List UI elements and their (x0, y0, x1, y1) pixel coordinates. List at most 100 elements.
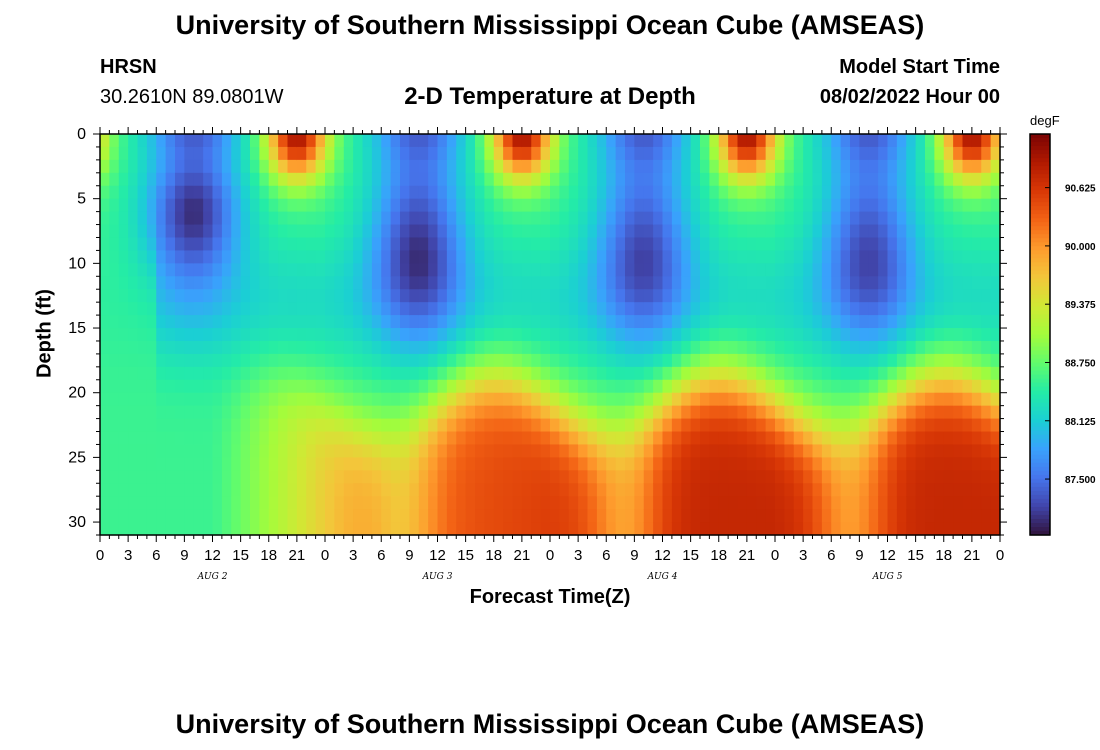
heatmap-cell (756, 444, 767, 458)
heatmap-cell (353, 470, 364, 484)
heatmap-cell (165, 340, 176, 355)
heatmap-cell (765, 457, 776, 471)
heatmap-cell (587, 457, 598, 471)
heatmap-cell (109, 353, 120, 368)
heatmap-cell (671, 134, 682, 148)
heatmap-cell (381, 444, 392, 458)
heatmap-cell (184, 263, 195, 277)
heatmap-cell (625, 250, 635, 264)
heatmap-cell (587, 224, 598, 239)
heatmap-cell (390, 431, 401, 446)
heatmap-cell (268, 276, 279, 290)
heatmap-cell (278, 250, 289, 264)
heatmap-cell (756, 509, 767, 523)
heatmap-cell (268, 457, 279, 471)
heatmap-cell (128, 263, 139, 277)
heatmap-cell (296, 353, 307, 368)
heatmap-cell (878, 457, 889, 471)
heatmap-cell (400, 146, 410, 161)
heatmap-cell (850, 237, 860, 252)
heatmap-cell (296, 211, 307, 226)
heatmap-cell (193, 353, 204, 368)
heatmap-cell (821, 146, 832, 161)
heatmap-cell (100, 522, 110, 536)
heatmap-cell (718, 470, 729, 484)
heatmap-cell (475, 431, 485, 446)
heatmap-cell (615, 315, 626, 329)
heatmap-cell (231, 315, 242, 329)
heatmap-cell (465, 340, 476, 355)
heatmap-cell (175, 263, 185, 277)
heatmap-cell (306, 470, 317, 484)
heatmap-cell (128, 340, 139, 355)
heatmap-cell (203, 276, 214, 290)
heatmap-cell (709, 289, 720, 303)
heatmap-cell (718, 522, 729, 536)
heatmap-cell (512, 522, 523, 536)
heatmap-cell (362, 366, 373, 381)
heatmap-cell (934, 340, 945, 355)
heatmap-cell (343, 172, 354, 187)
heatmap-cell (118, 483, 129, 497)
heatmap-cell (400, 496, 410, 510)
heatmap-cell (409, 263, 420, 277)
heatmap-cell (400, 444, 410, 458)
heatmap-cell (681, 302, 692, 316)
heatmap-cell (381, 366, 392, 381)
heatmap-cell (793, 457, 804, 471)
heatmap-cell (709, 237, 720, 252)
heatmap-cell (746, 366, 757, 381)
heatmap-cell (193, 509, 204, 523)
heatmap-cell (390, 302, 401, 316)
heatmap-cell (362, 159, 373, 174)
heatmap-cell (259, 366, 270, 381)
heatmap-cell (662, 405, 673, 420)
heatmap-cell (250, 366, 260, 381)
colorbar-swatch (1030, 194, 1050, 199)
heatmap-cell (550, 185, 560, 200)
heatmap-cell (521, 146, 532, 161)
heatmap-cell (175, 211, 185, 226)
heatmap-cell (643, 185, 654, 200)
heatmap-cell (100, 340, 110, 355)
y-tick-label: 10 (68, 255, 86, 272)
heatmap-cell (625, 470, 635, 484)
heatmap-cell (446, 134, 457, 148)
heatmap-cell (606, 224, 617, 239)
heatmap-cell (728, 250, 739, 264)
heatmap-cell (793, 509, 804, 523)
heatmap-cell (718, 134, 729, 148)
heatmap-cell (231, 289, 242, 303)
heatmap-cell (221, 431, 232, 446)
heatmap-cell (934, 483, 945, 497)
heatmap-cell (971, 457, 982, 471)
heatmap-cell (418, 496, 429, 510)
heatmap-cell (100, 172, 110, 187)
heatmap-cell (353, 172, 364, 187)
heatmap-cell (250, 134, 260, 148)
heatmap-cell (315, 328, 326, 342)
heatmap-cell (128, 134, 139, 148)
heatmap-cell (231, 509, 242, 523)
heatmap-cell (343, 483, 354, 497)
x-tick-label: 9 (180, 547, 188, 564)
heatmap-cell (925, 185, 935, 200)
heatmap-cell (184, 185, 195, 200)
heatmap-cell (446, 289, 457, 303)
heatmap-cell (850, 146, 860, 161)
heatmap-cell (278, 522, 289, 536)
heatmap-cell (775, 250, 785, 264)
heatmap-cell (231, 366, 242, 381)
heatmap-cell (662, 211, 673, 226)
heatmap-cell (212, 211, 223, 226)
heatmap-cell (446, 263, 457, 277)
heatmap-cell (990, 444, 1001, 458)
heatmap-cell (906, 276, 917, 290)
heatmap-cell (540, 509, 551, 523)
heatmap-cell (840, 379, 851, 394)
heatmap-cell (400, 457, 410, 471)
heatmap-cell (521, 418, 532, 433)
heatmap-cell (803, 263, 814, 277)
heatmap-cell (390, 483, 401, 497)
heatmap-cell (475, 276, 485, 290)
